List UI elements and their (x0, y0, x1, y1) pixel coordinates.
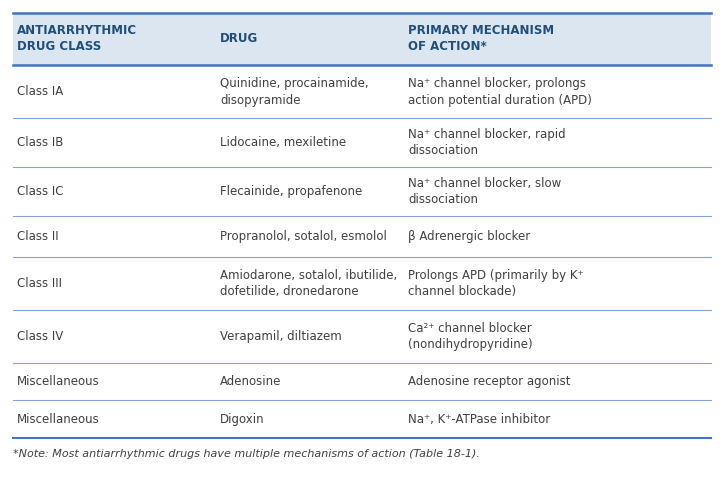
Text: Propranolol, sotalol, esmolol: Propranolol, sotalol, esmolol (220, 230, 387, 243)
Text: Miscellaneous: Miscellaneous (17, 375, 100, 388)
Text: Adenosine: Adenosine (220, 375, 282, 388)
Text: Class IB: Class IB (17, 136, 63, 149)
Text: Na⁺ channel blocker, slow
dissociation: Na⁺ channel blocker, slow dissociation (408, 177, 561, 206)
Text: β Adrenergic blocker: β Adrenergic blocker (408, 230, 530, 243)
Bar (13, 363, 711, 400)
Text: Na⁺ channel blocker, prolongs
action potential duration (APD): Na⁺ channel blocker, prolongs action pot… (408, 77, 592, 107)
Text: Class II: Class II (17, 230, 58, 243)
Bar (13, 13, 711, 65)
Text: Flecainide, propafenone: Flecainide, propafenone (220, 185, 362, 198)
Text: Na⁺ channel blocker, rapid
dissociation: Na⁺ channel blocker, rapid dissociation (408, 128, 565, 157)
Bar (13, 310, 711, 363)
Bar (13, 400, 711, 438)
Bar (13, 118, 711, 167)
Text: PRIMARY MECHANISM
OF ACTION*: PRIMARY MECHANISM OF ACTION* (408, 25, 554, 53)
Text: Class IV: Class IV (17, 330, 63, 343)
Text: Digoxin: Digoxin (220, 413, 265, 426)
Text: Amiodarone, sotalol, ibutilide,
dofetilide, dronedarone: Amiodarone, sotalol, ibutilide, dofetili… (220, 269, 397, 298)
Text: *Note: Most antiarrhythmic drugs have multiple mechanisms of action (Table 18-1): *Note: Most antiarrhythmic drugs have mu… (13, 449, 480, 459)
Text: Ca²⁺ channel blocker
(nondihydropyridine): Ca²⁺ channel blocker (nondihydropyridine… (408, 321, 533, 351)
Text: Verapamil, diltiazem: Verapamil, diltiazem (220, 330, 342, 343)
Text: ANTIARRHYTHMIC
DRUG CLASS: ANTIARRHYTHMIC DRUG CLASS (17, 25, 136, 53)
Text: Na⁺, K⁺-ATPase inhibitor: Na⁺, K⁺-ATPase inhibitor (408, 413, 550, 426)
Text: Miscellaneous: Miscellaneous (17, 413, 100, 426)
Text: Class IC: Class IC (17, 185, 63, 198)
Text: Class IA: Class IA (17, 86, 63, 98)
Bar (13, 257, 711, 310)
Text: Adenosine receptor agonist: Adenosine receptor agonist (408, 375, 570, 388)
Text: Class III: Class III (17, 277, 61, 290)
Bar (13, 216, 711, 257)
Bar (13, 65, 711, 118)
Text: Quinidine, procainamide,
disopyramide: Quinidine, procainamide, disopyramide (220, 77, 369, 107)
Text: Prolongs APD (primarily by K⁺
channel blockade): Prolongs APD (primarily by K⁺ channel bl… (408, 269, 583, 298)
Text: Lidocaine, mexiletine: Lidocaine, mexiletine (220, 136, 347, 149)
Text: DRUG: DRUG (220, 33, 258, 45)
Bar (13, 167, 711, 216)
